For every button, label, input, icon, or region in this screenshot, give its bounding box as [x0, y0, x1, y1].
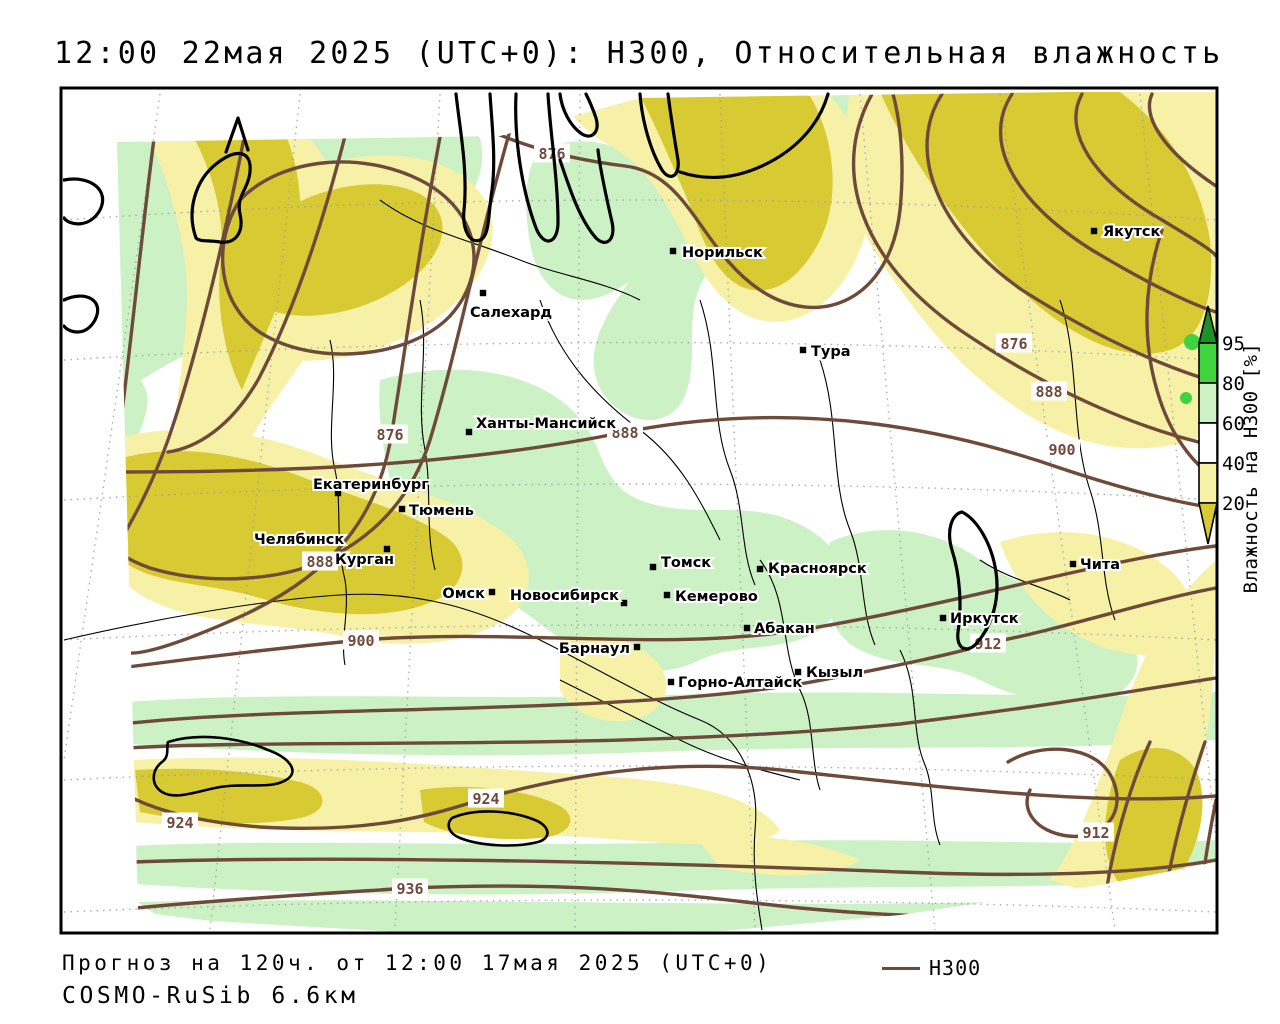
- city-marker: [621, 600, 627, 606]
- city-label: Курган: [335, 552, 394, 568]
- city-marker: [399, 506, 405, 512]
- city-marker: [664, 592, 670, 598]
- colorbar-segment: [1199, 343, 1217, 383]
- contour-legend: H300: [882, 956, 981, 980]
- city-marker: [1091, 228, 1097, 234]
- city-label: Красноярск: [768, 561, 867, 577]
- contour-label: 924: [166, 814, 193, 832]
- city-label: Тюмень: [409, 503, 474, 519]
- contour-label: 888: [1035, 383, 1062, 401]
- city-label: Челябинск: [254, 532, 344, 548]
- city-label: Новосибирск: [510, 588, 619, 604]
- city-label: Якутск: [1103, 224, 1160, 240]
- forecast-info-line: Прогноз на 120ч. от 12:00 17мая 2025 (UT…: [62, 951, 772, 975]
- contour-legend-line: [882, 967, 920, 970]
- contour-legend-label: H300: [929, 956, 981, 980]
- contour-label: 876: [376, 426, 403, 444]
- colorbar-segment: [1199, 383, 1217, 423]
- contour-label: 912: [974, 635, 1001, 653]
- city-marker: [668, 679, 674, 685]
- city-label: Иркутск: [950, 611, 1019, 627]
- city-label: Кемерово: [675, 589, 758, 605]
- city-label: Омск: [442, 586, 485, 602]
- contour-label: 900: [1048, 441, 1075, 459]
- city-marker: [466, 429, 472, 435]
- city-marker: [480, 290, 486, 296]
- weather-map: 876876888876888900888900912924924936912 …: [0, 0, 1280, 1024]
- city-label: Тура: [811, 344, 851, 360]
- contour-label: 876: [1000, 335, 1027, 353]
- model-name: COSMO-RuSib 6.6км: [62, 983, 359, 1009]
- city-label: Салехард: [470, 305, 552, 321]
- city-label: Кызыл: [806, 665, 863, 681]
- contour-label: 912: [1082, 824, 1109, 842]
- city-marker: [1070, 561, 1076, 567]
- colorbar-arrow-down: [1199, 503, 1217, 544]
- humidity-colorbar: 9580604020: [1199, 306, 1245, 544]
- city-label: Норильск: [682, 245, 763, 261]
- city-label: Екатеринбург: [313, 477, 429, 493]
- city-marker: [795, 669, 801, 675]
- city-label: Ханты-Мансийск: [476, 416, 616, 432]
- contour-label: 936: [396, 880, 423, 898]
- contour-label: 888: [306, 553, 333, 571]
- city-label: Барнаул: [559, 641, 630, 657]
- city-label: Томск: [661, 555, 711, 571]
- contour-label: 924: [472, 790, 499, 808]
- city-marker: [757, 566, 763, 572]
- city-label: Горно-Алтайск: [678, 675, 802, 691]
- map-title: 12:00 22мая 2025 (UTC+0): H300, Относите…: [54, 36, 1223, 71]
- colorbar-segment: [1199, 423, 1217, 463]
- weather-map-page: { "title": "12:00 22мая 2025 (UTC+0): H3…: [0, 0, 1280, 1024]
- city-marker: [650, 564, 656, 570]
- city-label: Чита: [1080, 557, 1120, 573]
- city-marker: [744, 625, 750, 631]
- city-marker: [940, 615, 946, 621]
- city-marker: [670, 248, 676, 254]
- city-marker: [800, 347, 806, 353]
- city-marker: [489, 589, 495, 595]
- contour-label: 900: [347, 632, 374, 650]
- colorbar-axis-label: Влажность на H300 [%]: [1240, 343, 1262, 594]
- colorbar-segment: [1199, 463, 1217, 503]
- city-label: Абакан: [754, 621, 815, 637]
- city-marker: [634, 644, 640, 650]
